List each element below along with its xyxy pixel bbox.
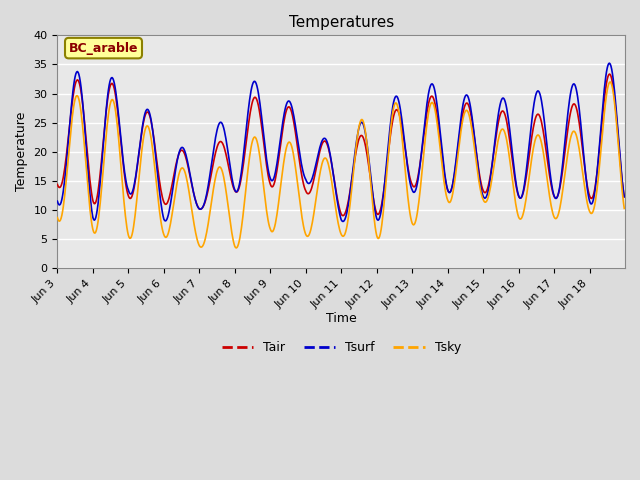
Tsky: [232, 245, 240, 251]
Tair: [120, 168, 128, 173]
Tsurf: [224, 150, 232, 156]
Tsky: [400, 155, 408, 161]
Title: Temperatures: Temperatures: [289, 15, 394, 30]
Tsky: [224, 204, 232, 209]
Tsky: [275, 202, 282, 207]
Tair: [54, 181, 61, 187]
Tair: [339, 213, 346, 218]
Tsurf: [605, 60, 613, 66]
X-axis label: Time: Time: [326, 312, 356, 325]
Text: BC_arable: BC_arable: [68, 42, 138, 55]
Line: Tair: Tair: [58, 74, 624, 216]
Legend: Tair, Tsurf, Tsky: Tair, Tsurf, Tsky: [216, 336, 466, 360]
Tsky: [606, 79, 614, 85]
Tsurf: [252, 81, 260, 86]
Tsurf: [432, 93, 440, 99]
Tair: [400, 138, 408, 144]
Tsurf: [400, 134, 408, 140]
Tair: [605, 71, 613, 77]
Tair: [432, 105, 440, 110]
Tsurf: [54, 198, 61, 204]
Line: Tsurf: Tsurf: [58, 63, 624, 221]
Tsky: [120, 198, 128, 204]
Y-axis label: Temperature: Temperature: [15, 112, 28, 192]
Tair: [224, 161, 232, 167]
Tair: [620, 194, 628, 200]
Tsky: [54, 215, 61, 220]
Tsurf: [120, 164, 128, 170]
Tsurf: [274, 156, 282, 162]
Line: Tsky: Tsky: [58, 82, 624, 248]
Tsurf: [620, 194, 628, 200]
Tsky: [253, 138, 260, 144]
Tsurf: [339, 218, 346, 224]
Tsky: [620, 205, 628, 211]
Tair: [274, 163, 282, 169]
Tsky: [432, 111, 440, 117]
Tair: [252, 96, 260, 101]
